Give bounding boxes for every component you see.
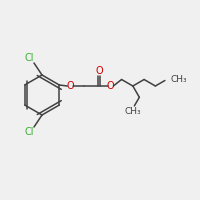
Text: O: O	[96, 66, 103, 76]
Text: O: O	[107, 81, 114, 91]
Text: CH₃: CH₃	[124, 107, 141, 116]
Text: O: O	[67, 81, 74, 91]
Text: Cl: Cl	[24, 127, 34, 137]
Text: Cl: Cl	[24, 53, 34, 63]
Text: CH₃: CH₃	[171, 75, 188, 84]
